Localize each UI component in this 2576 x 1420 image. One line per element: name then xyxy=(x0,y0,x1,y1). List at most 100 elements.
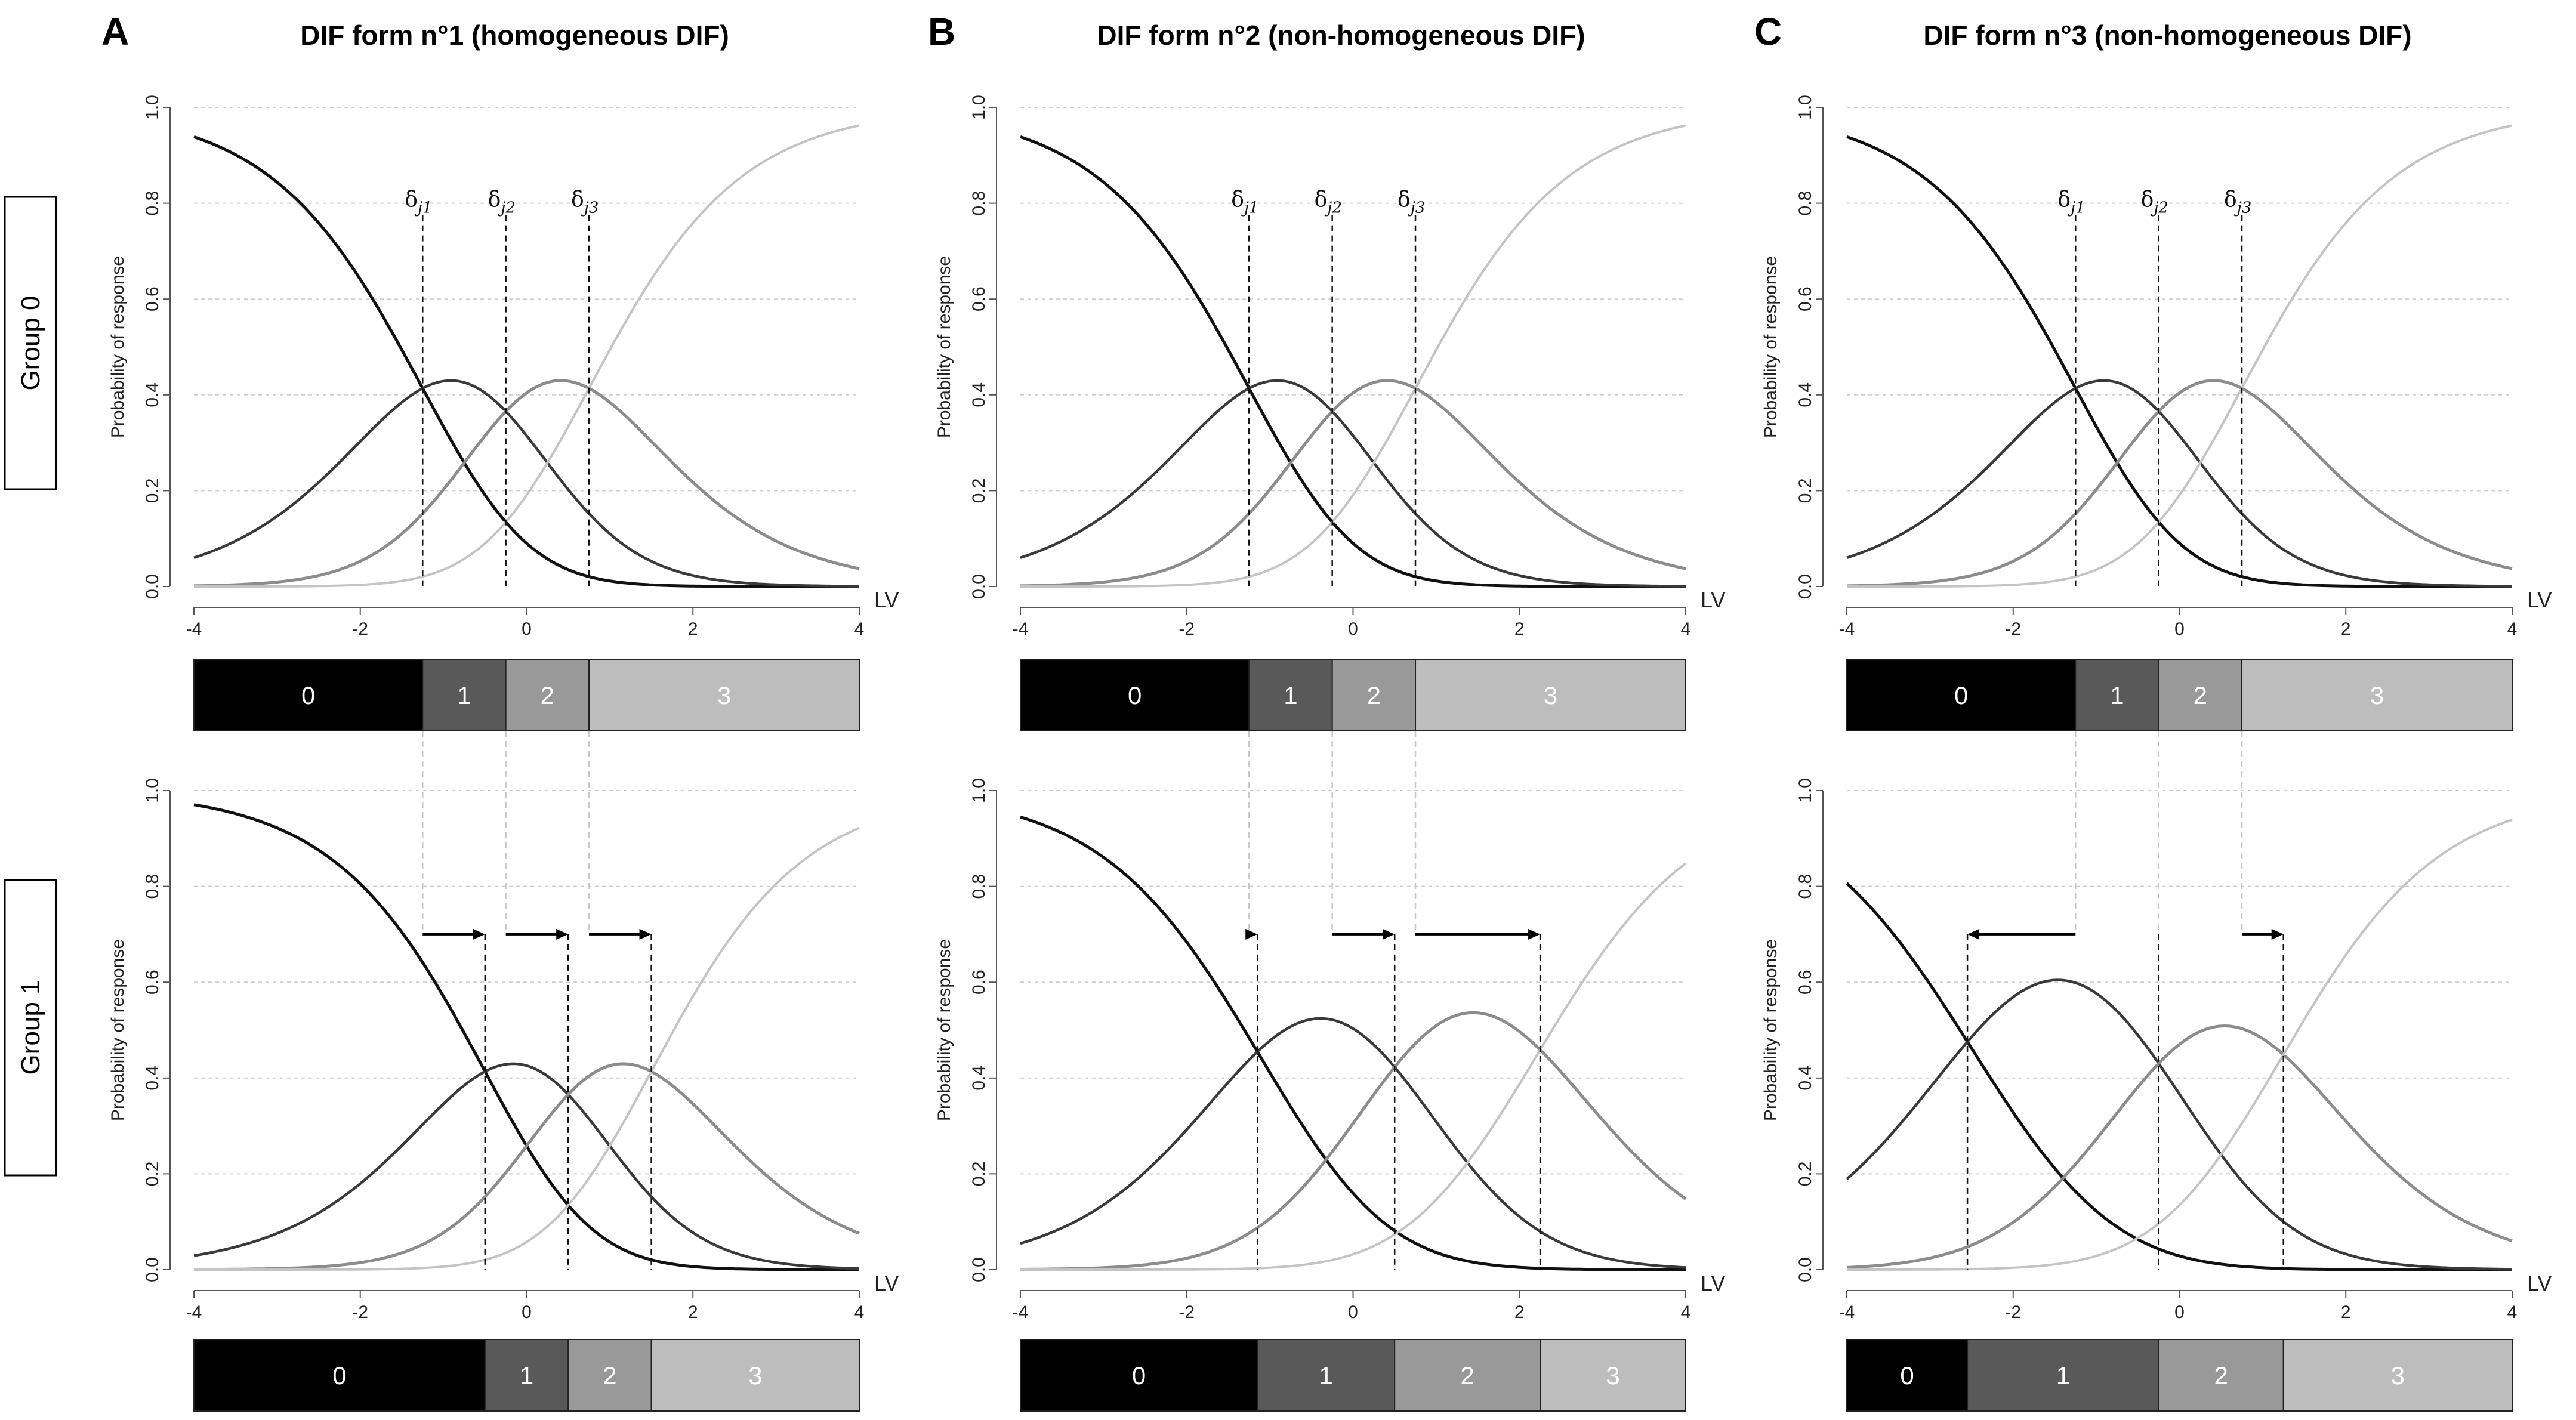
panel-b: B DIF form n°2 (non-homogeneous DIF)0.00.… xyxy=(928,10,1725,1412)
category-1-label: 1 xyxy=(457,681,471,709)
x-tick-label: 4 xyxy=(854,619,865,639)
category-bar: 0 1 2 3 xyxy=(1020,659,1686,731)
category-0-curve xyxy=(193,803,859,1271)
x-axis-label: LV xyxy=(2527,588,2552,612)
panel-letter: B xyxy=(928,10,955,53)
category-0-curve xyxy=(1846,135,2512,588)
x-tick-label: 4 xyxy=(2507,619,2518,639)
category-3-curve xyxy=(1020,124,1686,588)
x-tick-label: 2 xyxy=(2341,1302,2351,1322)
category-2-segment xyxy=(2158,1339,2284,1412)
category-3-label: 3 xyxy=(2370,681,2384,709)
panel-letter: A xyxy=(101,10,129,53)
category-0-segment xyxy=(1846,659,2077,731)
x-tick-label: -4 xyxy=(1013,1302,1029,1322)
category-2-label: 2 xyxy=(1460,1362,1474,1390)
delta-label: δj2 xyxy=(2141,188,2168,217)
category-0-segment xyxy=(193,659,424,731)
category-bar: 0 1 2 3 xyxy=(1020,1339,1686,1412)
x-axis-label: LV xyxy=(2527,1271,2552,1295)
category-1-segment xyxy=(2075,659,2159,731)
y-tick-label: 0.0 xyxy=(143,574,162,599)
category-2-label: 2 xyxy=(603,1362,616,1390)
y-axis-label: Probability of response xyxy=(934,939,954,1121)
x-tick-label: -2 xyxy=(352,1302,368,1322)
panel-title: DIF form n°1 (homogeneous DIF) xyxy=(300,20,729,51)
x-tick-label: -2 xyxy=(352,619,368,639)
category-3-curve xyxy=(1847,819,2513,1271)
category-1-label: 1 xyxy=(1319,1362,1333,1390)
group-0-label: Group 0 xyxy=(4,196,57,490)
y-tick-label: 0.6 xyxy=(143,970,162,995)
panel-c: C DIF form n°3 (non-homogeneous DIF)0.00.… xyxy=(1754,10,2552,1412)
delta-label: δj3 xyxy=(1397,188,1425,217)
category-0-label: 0 xyxy=(301,681,315,709)
category-2-label: 2 xyxy=(2194,681,2207,709)
x-tick-label: -2 xyxy=(2005,619,2021,639)
shift-arrow-head xyxy=(1383,928,1395,940)
category-3-segment xyxy=(1540,1339,1686,1412)
category-1-label: 1 xyxy=(2110,681,2124,709)
x-tick-label: -2 xyxy=(2005,1302,2021,1322)
category-0-label: 0 xyxy=(1900,1362,1914,1390)
y-tick-label: 0.4 xyxy=(969,382,989,408)
x-tick-label: -4 xyxy=(186,619,202,639)
category-3-curve xyxy=(194,826,860,1271)
x-tick-label: 0 xyxy=(2174,619,2185,639)
category-1-label: 1 xyxy=(1284,681,1297,709)
delta-label: δj3 xyxy=(2224,188,2251,217)
x-axis-label: LV xyxy=(1701,588,1725,612)
category-0-curve xyxy=(1846,882,2512,1271)
y-tick-label: 0.8 xyxy=(143,874,162,899)
delta-label: δj3 xyxy=(571,188,599,217)
x-tick-label: 2 xyxy=(688,619,698,639)
category-3-segment xyxy=(650,1339,860,1412)
shift-arrow-head xyxy=(473,928,485,940)
plot-group-0: 0.0 0.2 0.4 0.6 0.8 1.0 Probability of respons… xyxy=(108,95,899,731)
y-axis-label: Probability of response xyxy=(1761,256,1781,438)
category-1-segment xyxy=(422,659,507,731)
category-2-segment xyxy=(567,1339,652,1412)
category-bar: 0 1 2 3 xyxy=(193,659,860,731)
category-1-label: 1 xyxy=(520,1362,533,1390)
x-tick-label: -2 xyxy=(1179,1302,1195,1322)
category-bar: 0 1 2 3 xyxy=(1846,1339,2513,1412)
y-tick-label: 0.8 xyxy=(1796,191,1815,216)
panel-title: DIF form n°3 (non-homogeneous DIF) xyxy=(1923,20,2411,51)
x-tick-label: 0 xyxy=(522,619,532,639)
x-tick-label: 0 xyxy=(1348,1302,1358,1322)
x-axis-label: LV xyxy=(874,1271,899,1295)
plot-group-0: 0.0 0.2 0.4 0.6 0.8 1.0 Probability of respons… xyxy=(1761,95,2552,731)
category-1-curve xyxy=(1020,1017,1686,1269)
y-tick-label: 0.0 xyxy=(969,1257,989,1282)
y-tick-label: 0.2 xyxy=(1796,479,1815,504)
category-3-segment xyxy=(588,659,860,731)
y-tick-label: 0.0 xyxy=(969,574,989,599)
category-2-curve xyxy=(1020,1011,1687,1271)
category-bar: 0 1 2 3 xyxy=(193,1339,860,1412)
x-tick-label: 4 xyxy=(1681,1302,1691,1322)
y-tick-label: 0.6 xyxy=(969,286,989,311)
category-3-label: 3 xyxy=(2391,1362,2405,1390)
category-2-segment xyxy=(1331,659,1417,731)
category-0-label: 0 xyxy=(1128,681,1142,709)
y-tick-label: 0.2 xyxy=(143,479,162,504)
category-bar: 0 1 2 3 xyxy=(1846,659,2513,731)
x-tick-label: -4 xyxy=(186,1302,202,1322)
category-1-curve xyxy=(193,379,860,588)
y-tick-label: 0.4 xyxy=(143,1066,162,1091)
category-1-curve xyxy=(1846,978,2512,1271)
category-0-label: 0 xyxy=(1132,1362,1146,1390)
x-tick-label: 0 xyxy=(522,1302,532,1322)
category-3-curve xyxy=(1020,862,1687,1271)
category-0-segment xyxy=(193,1339,486,1412)
y-tick-label: 1.0 xyxy=(969,95,989,120)
category-3-label: 3 xyxy=(748,1362,762,1390)
y-tick-label: 1.0 xyxy=(143,778,162,803)
shift-arrow-head xyxy=(639,928,652,940)
x-tick-label: 0 xyxy=(2174,1302,2185,1322)
shift-arrow-head xyxy=(1245,928,1258,940)
y-tick-label: 0.4 xyxy=(1796,382,1815,408)
x-tick-label: 2 xyxy=(2341,619,2351,639)
y-tick-label: 0.6 xyxy=(1796,970,1815,995)
